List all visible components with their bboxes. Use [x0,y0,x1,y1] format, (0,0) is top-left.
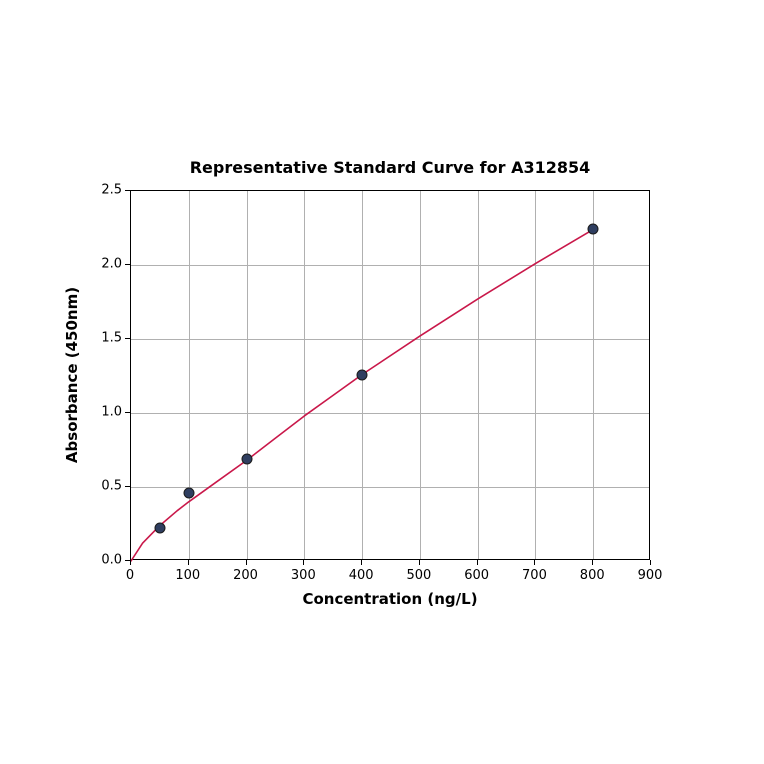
fitted-curve [131,191,651,561]
data-point [241,453,252,464]
x-tick [246,560,247,565]
x-tick [303,560,304,565]
y-tick-label: 1.0 [101,405,122,420]
x-tick [188,560,189,565]
x-tick-label: 800 [580,568,605,583]
x-tick [650,560,651,565]
x-tick [477,560,478,565]
x-tick [534,560,535,565]
data-point [357,369,368,380]
y-tick-label: 0.5 [101,479,122,494]
x-tick-label: 400 [349,568,374,583]
x-axis-label: Concentration (ng/L) [302,590,477,608]
x-tick [592,560,593,565]
chart-canvas: Representative Standard Curve for A31285… [0,0,764,764]
y-tick [125,486,130,487]
y-tick-label: 1.5 [101,331,122,346]
y-tick [125,412,130,413]
plot-area [130,190,650,560]
y-tick [125,264,130,265]
x-tick-label: 300 [291,568,316,583]
x-tick-label: 700 [522,568,547,583]
chart-title: Representative Standard Curve for A31285… [190,158,591,177]
data-point [183,487,194,498]
x-tick [361,560,362,565]
y-axis-label: Absorbance (450nm) [63,287,81,463]
x-tick-label: 500 [406,568,431,583]
y-tick [125,560,130,561]
y-tick-label: 0.0 [101,553,122,568]
y-tick [125,338,130,339]
x-tick [419,560,420,565]
x-tick [130,560,131,565]
y-tick-label: 2.0 [101,257,122,272]
x-tick-label: 900 [638,568,663,583]
y-tick-label: 2.5 [101,183,122,198]
y-tick [125,190,130,191]
x-tick-label: 600 [464,568,489,583]
x-tick-label: 100 [175,568,200,583]
x-tick-label: 0 [126,568,134,583]
data-point [154,523,165,534]
x-tick-label: 200 [233,568,258,583]
data-point [588,224,599,235]
